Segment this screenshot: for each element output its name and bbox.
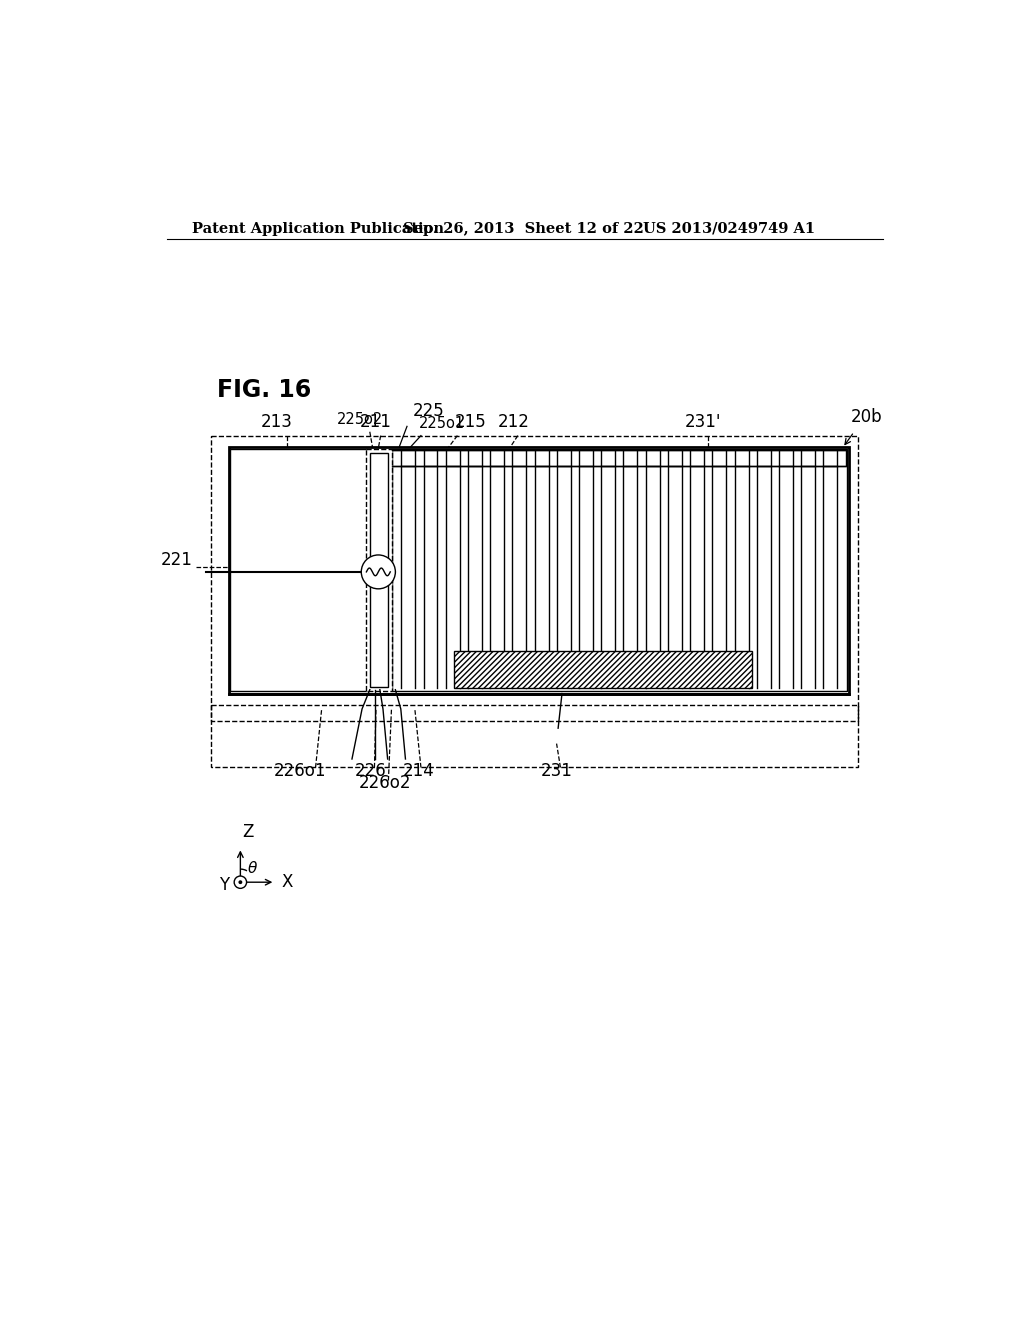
Text: Patent Application Publication: Patent Application Publication xyxy=(191,222,443,235)
Text: 20b: 20b xyxy=(851,408,883,426)
Text: $\theta$: $\theta$ xyxy=(247,861,258,876)
Text: Z: Z xyxy=(243,824,254,841)
Text: 214: 214 xyxy=(402,762,434,780)
Text: 226o1: 226o1 xyxy=(273,762,327,780)
Polygon shape xyxy=(454,651,752,688)
Text: 225: 225 xyxy=(414,403,445,420)
Circle shape xyxy=(234,876,247,888)
Text: 213: 213 xyxy=(261,413,293,430)
Polygon shape xyxy=(366,449,391,692)
Text: 212: 212 xyxy=(498,413,529,430)
Text: Sep. 26, 2013  Sheet 12 of 22: Sep. 26, 2013 Sheet 12 of 22 xyxy=(403,222,644,235)
Text: 222: 222 xyxy=(336,577,368,594)
Polygon shape xyxy=(392,450,847,466)
Text: 211: 211 xyxy=(359,413,391,430)
Polygon shape xyxy=(370,453,388,688)
Circle shape xyxy=(361,554,395,589)
Polygon shape xyxy=(391,449,847,692)
Text: 221: 221 xyxy=(161,552,194,569)
Text: 226: 226 xyxy=(354,762,386,780)
Text: US 2013/0249749 A1: US 2013/0249749 A1 xyxy=(643,222,815,235)
Text: 225o1: 225o1 xyxy=(419,416,465,430)
Circle shape xyxy=(239,880,243,884)
Text: 225o2: 225o2 xyxy=(337,412,384,428)
Text: 231': 231' xyxy=(685,413,721,430)
Text: X: X xyxy=(282,874,293,891)
Text: 231: 231 xyxy=(541,762,572,780)
Polygon shape xyxy=(230,449,369,692)
Text: 215: 215 xyxy=(455,413,486,430)
Text: 226o2: 226o2 xyxy=(359,775,412,792)
Text: Y: Y xyxy=(219,876,229,894)
Polygon shape xyxy=(228,447,849,693)
Text: FIG. 16: FIG. 16 xyxy=(217,378,311,401)
